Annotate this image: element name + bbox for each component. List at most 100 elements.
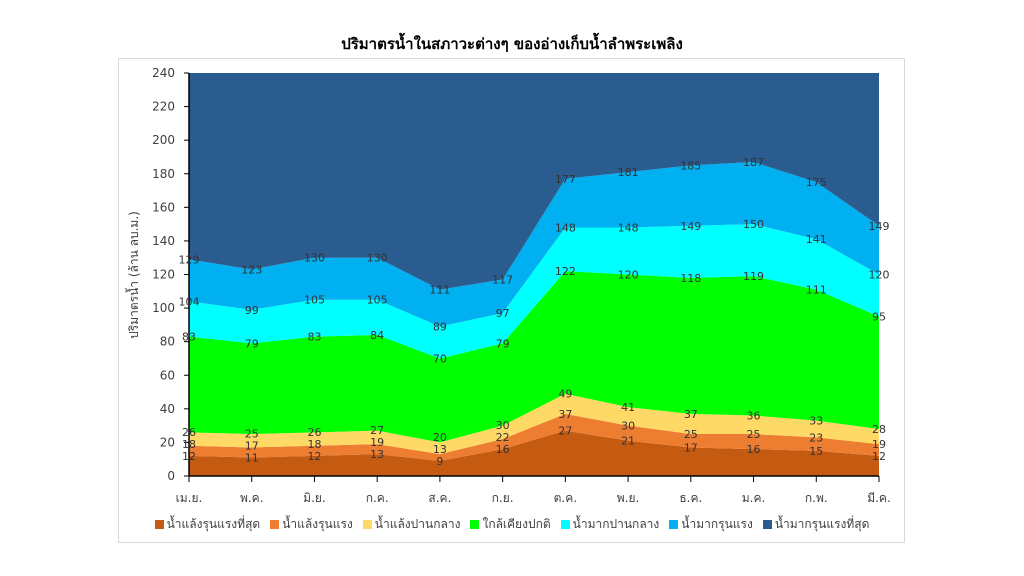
data-label: 15 [809,445,823,458]
y-tick-label: 140 [152,234,175,248]
data-label: 97 [496,307,510,320]
data-label: 120 [618,269,639,282]
data-label: 23 [809,431,823,444]
data-label: 13 [433,443,447,456]
data-label: 118 [680,272,701,285]
x-tick-label: ต.ค. [554,491,577,505]
x-tick-label: ก.ค. [366,491,389,505]
x-tick-label: มิ.ย. [303,491,326,505]
data-label: 12 [182,450,196,463]
y-tick-label: 60 [160,368,175,382]
data-label: 120 [869,269,890,282]
data-label: 105 [304,294,325,307]
data-label: 150 [743,218,764,231]
y-tick-label: 160 [152,200,175,214]
x-tick-label: พ.ค. [240,491,264,505]
data-label: 122 [555,265,576,278]
y-tick-label: 0 [167,469,175,483]
data-label: 104 [179,295,200,308]
data-label: 99 [245,304,259,317]
data-label: 27 [558,425,572,438]
data-label: 83 [307,331,321,344]
data-label: 33 [809,415,823,428]
data-label: 175 [806,176,827,189]
data-label: 26 [182,426,196,439]
legend-swatch [470,520,480,529]
legend-swatch [154,520,164,529]
data-label: 27 [370,424,384,437]
legend-label: น้ำแล้งรุนแรง [282,517,353,531]
legend-item: น้ำแล้งรุนแรงที่สุด [154,515,261,534]
data-label: 26 [307,426,321,439]
y-tick-label: 200 [152,133,175,147]
area-3 [189,393,879,455]
legend-label: น้ำมากรุนแรง [681,517,753,531]
data-label: 18 [307,438,321,451]
data-label: 30 [621,420,635,433]
data-label: 177 [555,173,576,186]
data-label: 16 [496,443,510,456]
area-2 [189,413,879,461]
legend-swatch [762,520,772,529]
area-6 [189,161,879,327]
data-label: 117 [492,274,513,287]
chart-title: ปริมาตรน้ำในสภาวะต่างๆ ของอ่างเก็บน้ำลำพ… [341,35,683,53]
data-label: 141 [806,233,827,246]
legend-item: น้ำแล้งรุนแรง [270,515,353,534]
legend-label: น้ำมากรุนแรงที่สุด [774,517,870,531]
x-tick-label: ก.ย. [492,491,514,505]
legend-item: น้ำมากปานกลาง [560,515,659,534]
data-label: 185 [680,159,701,172]
data-label: 11 [245,452,259,465]
legend-item: น้ำแล้งปานกลาง [362,515,461,534]
legend-label: น้ำแล้งรุนแรงที่สุด [166,517,261,531]
data-label: 149 [869,220,890,233]
data-label: 37 [684,408,698,421]
legend-item: น้ำมากรุนแรง [669,515,753,534]
data-label: 17 [684,441,698,454]
data-label: 25 [245,428,259,441]
data-label: 28 [872,423,886,436]
data-label: 105 [367,294,388,307]
data-label: 148 [618,221,639,234]
data-label: 19 [370,436,384,449]
x-tick-label: ส.ค. [428,491,451,505]
data-label: 149 [680,220,701,233]
legend-swatch [669,520,679,529]
data-label: 123 [241,263,262,276]
y-axis-label: ปริมาตรน้ำ (ล้าน ลบ.ม.) [125,211,141,339]
data-label: 111 [806,284,827,297]
data-label: 36 [747,410,761,423]
data-label: 41 [621,401,635,414]
data-label: 130 [304,252,325,265]
data-label: 129 [179,253,200,266]
legend-swatch [270,520,280,529]
data-label: 37 [558,408,572,421]
y-tick-label: 80 [160,335,175,349]
legend-item: น้ำมากรุนแรงที่สุด [762,515,870,534]
x-tick-label: พ.ย. [617,491,640,505]
data-label: 21 [621,435,635,448]
legend-swatch [560,520,570,529]
y-tick-label: 240 [152,66,175,80]
x-tick-label: ม.ค. [742,491,766,505]
y-tick-label: 220 [152,100,175,114]
data-label: 148 [555,221,576,234]
y-tick-label: 40 [160,402,175,416]
data-label: 30 [496,419,510,432]
x-tick-label: เม.ย. [176,491,203,505]
legend-label: น้ำแล้งปานกลาง [374,517,461,531]
data-label: 79 [496,337,510,350]
chart-frame [118,58,905,543]
x-tick-label: ธ.ค. [679,491,702,505]
y-tick-label: 20 [160,435,175,449]
data-label: 95 [872,310,886,323]
data-label: 17 [245,440,259,453]
x-tick-label: ก.พ. [805,491,828,505]
data-label: 84 [370,329,384,342]
area-5 [189,224,879,359]
data-label: 79 [245,337,259,350]
data-label: 130 [367,252,388,265]
data-label: 22 [496,431,510,444]
